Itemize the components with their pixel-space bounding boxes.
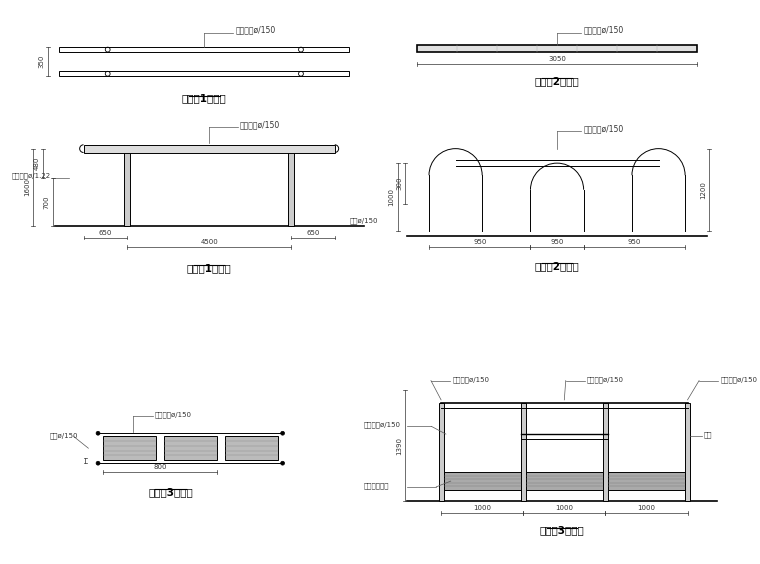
Bar	[521, 403, 526, 501]
Text: 健身器1立面图: 健身器1立面图	[187, 263, 232, 272]
Text: 金色钢管ø/1.22: 金色钢管ø/1.22	[11, 173, 51, 179]
Text: 金色钢管ø/150: 金色钢管ø/150	[364, 422, 401, 428]
Bar	[608, 473, 685, 490]
Text: 800: 800	[153, 464, 166, 470]
Bar	[59, 71, 350, 76]
Text: 钢管ø/150: 钢管ø/150	[49, 432, 78, 439]
Text: 金色钢管ø/150: 金色钢管ø/150	[583, 124, 623, 133]
Text: 950: 950	[628, 239, 641, 245]
Circle shape	[280, 461, 284, 465]
Bar	[163, 436, 217, 460]
Bar	[439, 403, 444, 501]
Bar	[603, 403, 608, 501]
Text: 1000: 1000	[556, 505, 573, 511]
Text: 700: 700	[44, 195, 49, 209]
Text: 1390: 1390	[397, 437, 403, 455]
Text: 1000: 1000	[473, 505, 491, 511]
Text: 白色钢管ø/150: 白色钢管ø/150	[720, 376, 758, 382]
Bar	[288, 147, 294, 226]
Text: 300: 300	[397, 177, 403, 191]
Text: 480: 480	[34, 157, 40, 170]
Text: 1200: 1200	[700, 181, 706, 199]
Bar	[444, 473, 521, 490]
Text: 950: 950	[473, 239, 486, 245]
Text: 白色钢管组件: 白色钢管组件	[364, 482, 389, 489]
Text: 健身器3平面图: 健身器3平面图	[148, 487, 193, 497]
Text: 1600: 1600	[24, 178, 30, 196]
Text: 350: 350	[39, 55, 45, 68]
Text: 950: 950	[550, 239, 564, 245]
Circle shape	[280, 431, 284, 435]
Text: 健身器2立面图: 健身器2立面图	[535, 261, 579, 271]
Text: 灰色钢管ø/150: 灰色钢管ø/150	[587, 376, 624, 382]
Bar	[417, 45, 697, 52]
Text: 白色钢管ø/150: 白色钢管ø/150	[240, 120, 280, 129]
Text: 健身器1平面图: 健身器1平面图	[182, 94, 226, 104]
Circle shape	[96, 431, 100, 435]
Bar	[59, 47, 350, 52]
Text: 3050: 3050	[548, 56, 566, 61]
Text: 健身器3立面图: 健身器3立面图	[540, 526, 584, 536]
Text: 健身器2平面图: 健身器2平面图	[535, 76, 579, 86]
Bar	[103, 436, 156, 460]
Text: 650: 650	[306, 230, 320, 236]
Text: 白色钢管ø/150: 白色钢管ø/150	[452, 376, 489, 382]
Bar	[84, 145, 335, 152]
Bar	[124, 147, 130, 226]
Bar	[225, 436, 277, 460]
Text: 1000: 1000	[638, 505, 655, 511]
Circle shape	[96, 461, 100, 465]
Text: 4500: 4500	[201, 239, 218, 245]
Text: 650: 650	[99, 230, 112, 236]
Text: 白色钢管ø/150: 白色钢管ø/150	[154, 411, 192, 418]
Text: 钢板: 钢板	[704, 431, 712, 438]
Bar	[526, 473, 603, 490]
Bar	[685, 403, 690, 501]
Text: 1000: 1000	[388, 188, 394, 206]
Text: 金色钢管ø/150: 金色钢管ø/150	[583, 25, 623, 34]
Text: 白色钢管ø/150: 白色钢管ø/150	[236, 25, 276, 34]
Text: 钢管ø/150: 钢管ø/150	[350, 217, 378, 224]
